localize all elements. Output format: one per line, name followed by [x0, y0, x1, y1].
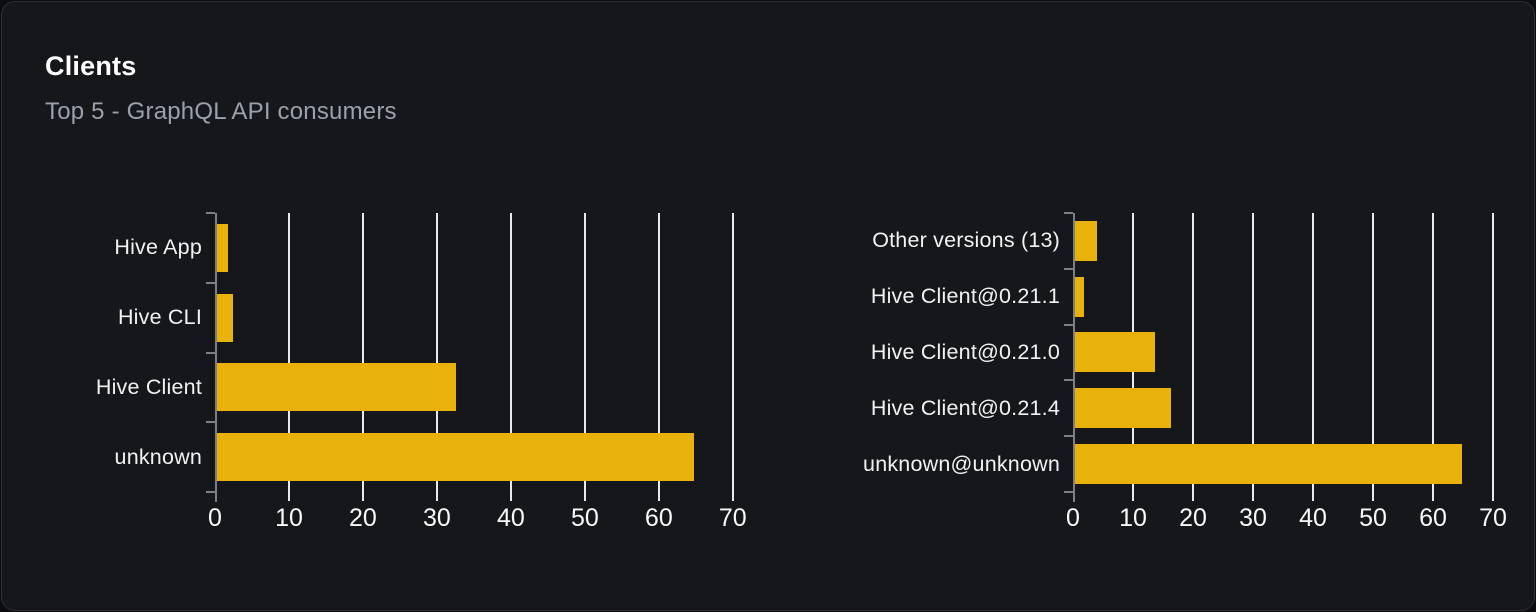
bar: [1075, 276, 1084, 317]
y-axis-tick: [1064, 379, 1073, 382]
x-tick-label: 30: [1239, 504, 1267, 532]
gridline: [509, 213, 512, 501]
gridline: [1432, 213, 1434, 501]
y-axis-tick: [1064, 212, 1073, 214]
bar-band: [1073, 269, 1505, 325]
x-tick-label: 70: [1479, 504, 1507, 532]
category-labels: Other versions (13) Hive Client@0.21.1 Hiv…: [842, 213, 1073, 492]
x-tick-label: 50: [570, 504, 599, 532]
bar: [1075, 220, 1098, 261]
bar-band: [215, 422, 755, 492]
bar: [217, 293, 234, 342]
gridline: [583, 213, 586, 501]
gridline: [1492, 213, 1494, 501]
x-tick-label: 20: [349, 504, 377, 532]
x-tick-label: 40: [496, 504, 525, 532]
card-subtitle: Top 5 - GraphQL API consumers: [45, 98, 397, 125]
y-axis-tick: [1064, 323, 1073, 326]
plot-wrap: 0 10 20 30 40 50 60 70: [1064, 212, 1507, 532]
y-axis-tick: [206, 212, 215, 214]
x-tick-label: 30: [423, 504, 451, 532]
bar: [217, 363, 456, 412]
clients-by-name-chart: Hive App Hive CLI Hive Client unknown 0 10 20…: [32, 212, 755, 532]
plot-wrap: 0 10 20 30 40 50 60 70: [206, 212, 755, 532]
bar: [217, 223, 229, 272]
x-tick-labels: 0 10 20 30 40 50 60 70: [208, 503, 755, 533]
y-axis-tick: [206, 281, 215, 284]
category-label: Hive App: [114, 235, 202, 260]
clients-by-version-chart: Other versions (13) Hive Client@0.21.1 Hiv…: [842, 212, 1507, 532]
plot-area: [1064, 212, 1505, 502]
bar-band: [1073, 325, 1505, 381]
card-title: Clients: [45, 51, 137, 81]
bar-band: [1073, 213, 1505, 269]
bar: [1075, 444, 1462, 485]
bar: [217, 433, 695, 482]
x-tick-label: 0: [1066, 504, 1080, 532]
y-axis-tick: [1064, 491, 1073, 493]
gridline: [657, 213, 660, 501]
x-tick-label: 60: [1419, 504, 1447, 532]
x-tick-label: 20: [1179, 504, 1207, 532]
bar-band: [215, 213, 755, 283]
bar: [1075, 388, 1171, 429]
bar-band: [215, 283, 755, 353]
category-label: unknown: [114, 444, 202, 469]
bar-band: [1073, 436, 1505, 492]
bar-band: [1073, 380, 1505, 436]
y-axis-tick: [206, 351, 215, 354]
y-axis-tick: [1064, 435, 1073, 438]
gridline: [287, 213, 290, 501]
y-axis-line: [1073, 213, 1075, 502]
x-tick-label: 10: [275, 504, 303, 532]
category-label: Hive Client: [95, 374, 202, 399]
category-labels: Hive App Hive CLI Hive Client unknown: [32, 213, 215, 492]
category-label: Hive CLI: [117, 305, 202, 330]
category-label: Hive Client@0.21.4: [870, 395, 1060, 420]
gridline: [361, 213, 364, 501]
y-axis-line: [215, 213, 217, 502]
gridline: [1312, 213, 1314, 501]
y-axis-tick: [1064, 267, 1073, 270]
y-axis-tick: [206, 491, 215, 493]
gridline: [1192, 213, 1194, 501]
category-label: unknown@unknown: [863, 451, 1060, 476]
y-axis-tick: [206, 421, 215, 424]
bar-band: [215, 353, 755, 423]
category-label: Hive Client@0.21.0: [870, 339, 1060, 364]
bar: [1075, 332, 1155, 373]
x-tick-label: 10: [1119, 504, 1147, 532]
category-label: Hive Client@0.21.1: [870, 284, 1060, 309]
gridline: [731, 213, 734, 501]
x-tick-label: 0: [208, 504, 222, 532]
gridline: [1252, 213, 1254, 501]
gridline: [1372, 213, 1374, 501]
x-tick-label: 70: [718, 504, 747, 532]
x-tick-label: 50: [1359, 504, 1387, 532]
plot-area: [206, 212, 755, 502]
x-tick-labels: 0 10 20 30 40 50 60 70: [1066, 503, 1507, 533]
category-label: Other versions (13): [872, 228, 1060, 253]
gridline: [435, 213, 438, 501]
x-tick-label: 40: [1299, 504, 1327, 532]
x-tick-label: 60: [644, 504, 673, 532]
